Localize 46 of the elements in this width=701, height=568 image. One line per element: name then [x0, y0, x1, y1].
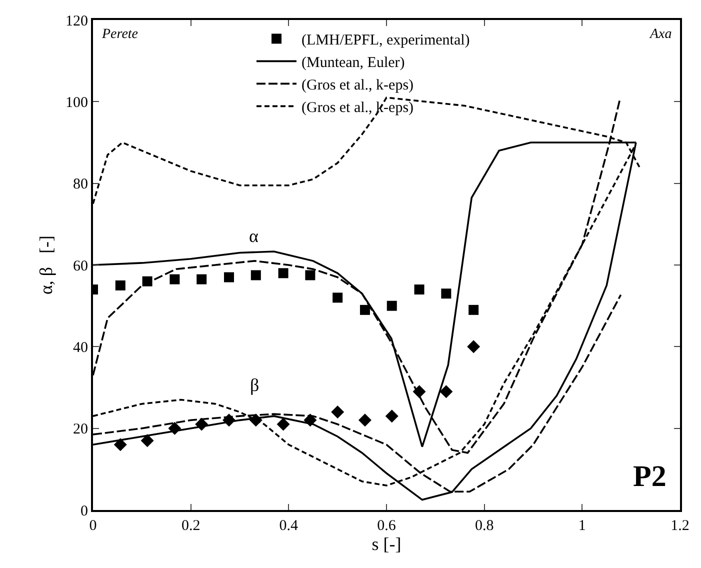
- legend-label: (Gros et al., k-eps): [301, 100, 414, 116]
- annotation: α: [249, 226, 259, 246]
- y-tick-label: 60: [73, 258, 88, 274]
- annotation: Perete: [101, 27, 138, 42]
- point: [360, 304, 370, 315]
- y-tick-label: 20: [73, 422, 88, 438]
- x-tick-label: 0.4: [279, 518, 299, 534]
- point: [331, 406, 344, 418]
- x-tick-label: 1.2: [670, 518, 690, 534]
- point: [440, 385, 453, 398]
- legend-label: (Gros et al., k-eps): [301, 78, 414, 94]
- point: [385, 410, 398, 423]
- x-tick-label: 0.6: [377, 518, 396, 534]
- point: [305, 270, 316, 280]
- point: [250, 270, 261, 280]
- y-tick-label: 100: [66, 94, 88, 111]
- point: [276, 418, 290, 431]
- x-tick-label: 0.2: [181, 518, 200, 534]
- point: [140, 434, 154, 448]
- annotation: β: [250, 375, 260, 395]
- point: [114, 438, 127, 452]
- legend-label: (Muntean, Euler): [301, 55, 405, 72]
- point: [412, 385, 426, 398]
- y-tick-label: 80: [73, 176, 88, 193]
- y-axis-title: α, β [-]: [36, 235, 56, 295]
- point: [467, 340, 480, 354]
- x-tick-label: 0.8: [474, 518, 494, 534]
- x-axis-title: s [-]: [372, 534, 402, 554]
- x-tick-label: 1: [578, 518, 586, 534]
- point: [332, 292, 343, 303]
- y-tick-label: 40: [73, 340, 88, 356]
- y-tick-label: 0: [80, 503, 88, 520]
- point: [441, 288, 452, 299]
- point: [386, 300, 397, 311]
- point: [170, 274, 180, 284]
- y-tick-label: 120: [66, 13, 88, 30]
- point: [224, 272, 234, 282]
- point: [358, 414, 372, 427]
- legend-label: (LMH/EPFL, experimental): [301, 32, 470, 49]
- point: [278, 268, 288, 278]
- annotation: Axa: [649, 27, 672, 42]
- point: [414, 284, 424, 294]
- point: [196, 274, 207, 284]
- point: [115, 280, 126, 290]
- annotation: P2: [633, 460, 666, 493]
- point: [468, 304, 479, 315]
